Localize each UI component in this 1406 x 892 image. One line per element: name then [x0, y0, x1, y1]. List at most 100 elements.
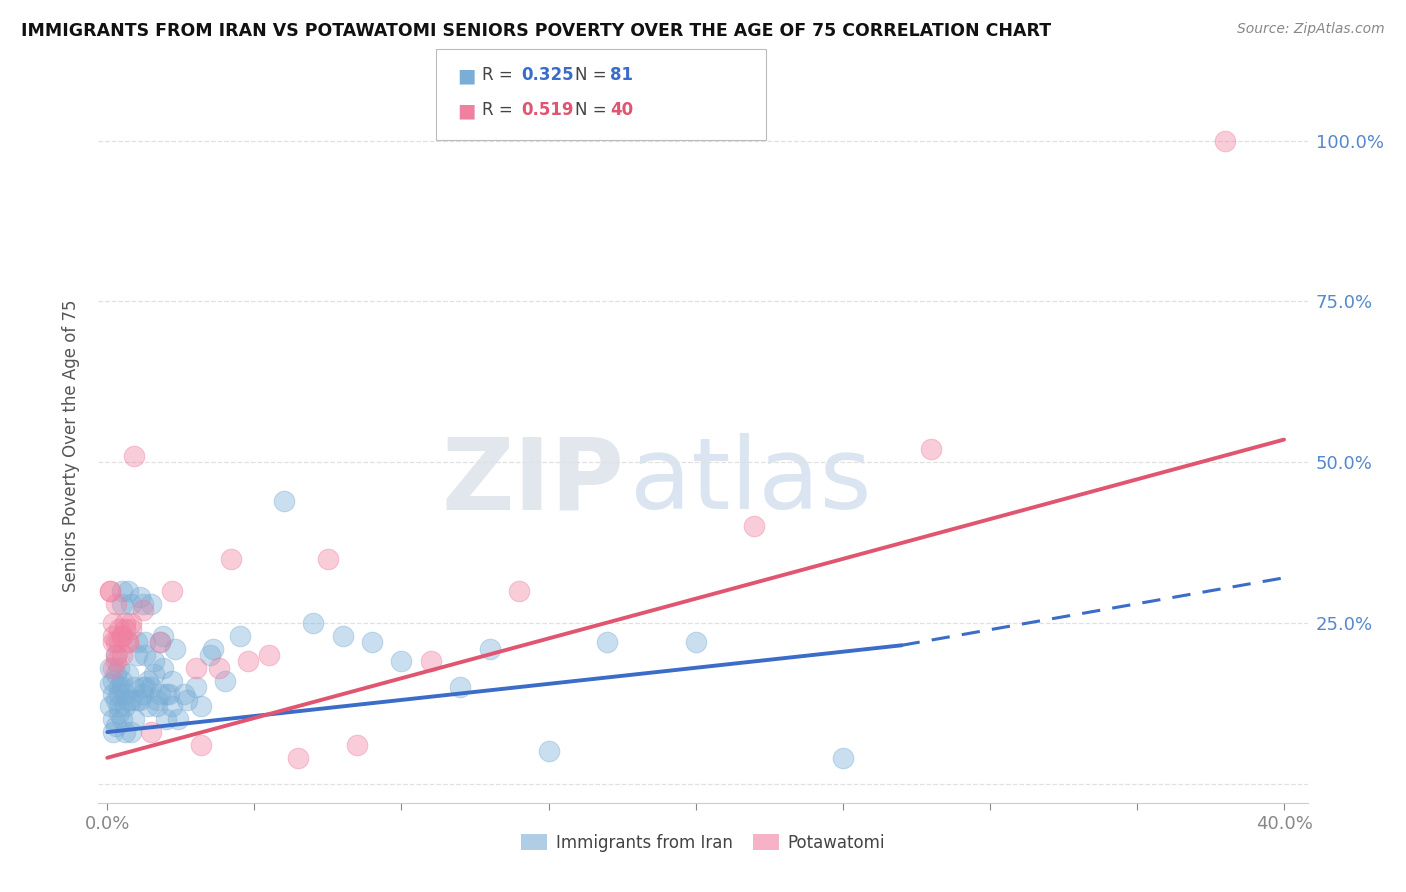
Point [111, 583, 134, 598]
Point [101, 712, 124, 726]
Point [128, 590, 150, 604]
Point [160, 583, 183, 598]
Point [105, 635, 128, 649]
Point [157, 686, 180, 700]
Text: atlas: atlas [630, 434, 872, 530]
Point [744, 519, 766, 533]
Point [120, 615, 142, 630]
Point [105, 667, 128, 681]
Point [346, 738, 368, 752]
Point [537, 744, 560, 758]
Point [184, 680, 207, 694]
Point [98, 699, 121, 714]
Point [184, 661, 207, 675]
Point [125, 635, 148, 649]
Point [117, 635, 139, 649]
Point [105, 648, 128, 662]
Point [111, 673, 134, 688]
Point [173, 686, 195, 700]
Point [114, 699, 136, 714]
Point [108, 686, 131, 700]
Point [117, 583, 139, 598]
Point [146, 693, 169, 707]
Point [287, 751, 309, 765]
Point [202, 641, 225, 656]
Point [419, 654, 441, 668]
Point [120, 725, 142, 739]
Text: 81: 81 [610, 66, 633, 84]
Point [108, 661, 131, 675]
Point [98, 677, 121, 691]
Point [117, 693, 139, 707]
Point [108, 699, 131, 714]
Point [111, 680, 134, 694]
Point [238, 654, 260, 668]
Point [101, 629, 124, 643]
Point [316, 551, 339, 566]
Point [152, 661, 174, 675]
Point [1213, 134, 1236, 148]
Point [143, 667, 166, 681]
Point [138, 699, 160, 714]
Point [146, 699, 169, 714]
Point [101, 673, 124, 688]
Point [111, 597, 134, 611]
Point [163, 641, 186, 656]
Text: IMMIGRANTS FROM IRAN VS POTAWATOMI SENIORS POVERTY OVER THE AGE OF 75 CORRELATIO: IMMIGRANTS FROM IRAN VS POTAWATOMI SENIO… [21, 22, 1052, 40]
Point [155, 686, 177, 700]
Point [111, 712, 134, 726]
Point [143, 654, 166, 668]
Text: R =: R = [482, 101, 519, 119]
Point [920, 442, 942, 457]
Point [166, 712, 188, 726]
Point [101, 635, 124, 649]
Point [105, 654, 128, 668]
Point [160, 673, 183, 688]
Text: R =: R = [482, 66, 519, 84]
Text: 0.325: 0.325 [522, 66, 574, 84]
Point [128, 693, 150, 707]
Point [114, 725, 136, 739]
Point [134, 635, 156, 649]
Point [141, 597, 163, 611]
Y-axis label: Seniors Poverty Over the Age of 75: Seniors Poverty Over the Age of 75 [62, 300, 80, 592]
Point [141, 725, 163, 739]
Point [361, 635, 384, 649]
Point [131, 686, 153, 700]
Point [114, 686, 136, 700]
Point [105, 597, 128, 611]
Text: 40: 40 [610, 101, 633, 119]
Point [131, 603, 153, 617]
Point [125, 648, 148, 662]
Text: ■: ■ [457, 67, 475, 86]
Text: N =: N = [575, 101, 612, 119]
Point [190, 738, 212, 752]
Text: ZIP: ZIP [441, 434, 624, 530]
Point [108, 622, 131, 636]
Point [122, 712, 145, 726]
Point [108, 635, 131, 649]
Point [685, 635, 707, 649]
Point [200, 648, 222, 662]
Point [131, 597, 153, 611]
Point [101, 615, 124, 630]
Point [101, 725, 124, 739]
Point [120, 693, 142, 707]
Point [149, 686, 172, 700]
Point [478, 641, 501, 656]
Point [155, 712, 177, 726]
Point [108, 706, 131, 720]
Text: N =: N = [575, 66, 612, 84]
Point [105, 693, 128, 707]
Point [141, 680, 163, 694]
Point [114, 615, 136, 630]
Point [108, 680, 131, 694]
Point [117, 635, 139, 649]
Text: Source: ZipAtlas.com: Source: ZipAtlas.com [1237, 22, 1385, 37]
Point [122, 449, 145, 463]
Point [449, 680, 471, 694]
Point [111, 629, 134, 643]
Point [596, 635, 619, 649]
Legend: Immigrants from Iran, Potawatomi: Immigrants from Iran, Potawatomi [515, 828, 891, 859]
Point [831, 751, 853, 765]
